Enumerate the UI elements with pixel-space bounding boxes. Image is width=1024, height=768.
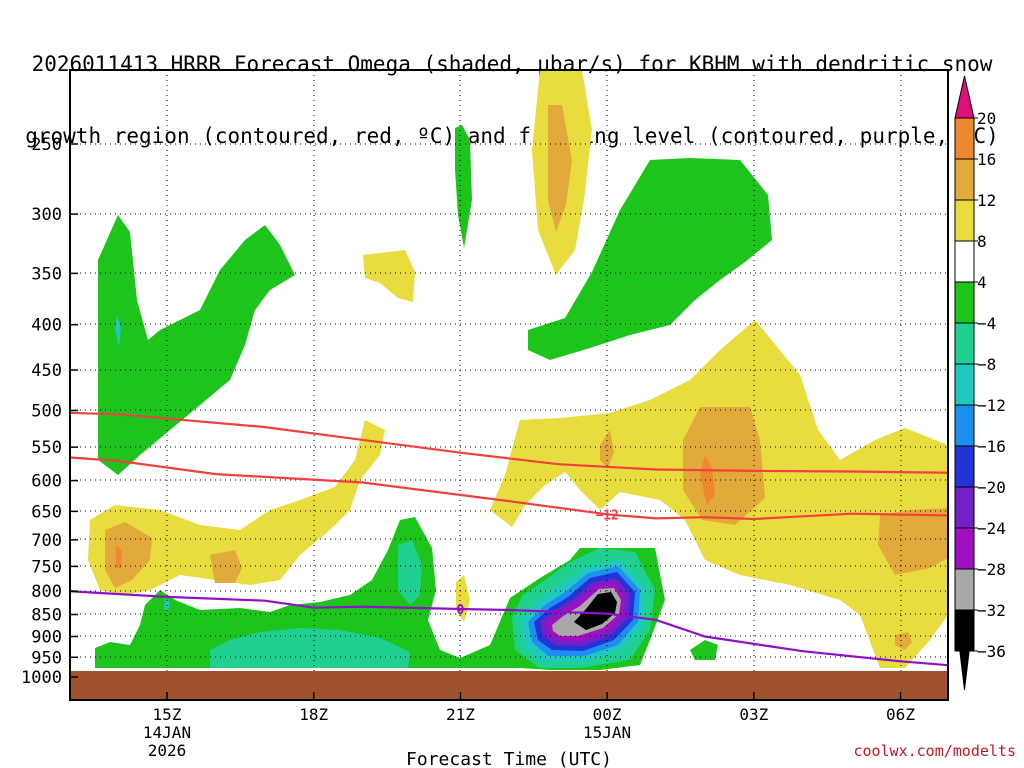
omega-shade-lower-orange-core — [116, 545, 122, 568]
x-tick-label: 00Z — [593, 705, 622, 724]
colorbar-label: 4 — [977, 273, 987, 292]
omega-shade-core-black — [574, 592, 617, 630]
y-axis: 2503003504004505005506006507007508008509… — [21, 135, 78, 688]
x-tick-label: 06Z — [886, 705, 915, 724]
omega-shade-left-green — [98, 215, 295, 475]
x-tick-date: 14JAN — [143, 723, 191, 742]
colorbar-label: −12 — [977, 396, 1006, 415]
contour-label: −12 — [595, 508, 618, 523]
colorbar-label: −32 — [977, 601, 1006, 620]
colorbar-swatch — [954, 445, 975, 488]
colorbar-swatch — [954, 568, 975, 611]
colorbar-top-arrow — [954, 75, 975, 119]
y-tick-label: 700 — [31, 531, 62, 551]
contour-line-0 — [70, 411, 948, 474]
y-tick-label: 900 — [31, 627, 62, 647]
omega-shade-right-orange — [683, 407, 765, 525]
colorbar-swatch — [954, 281, 975, 324]
omega-shade-upper-streak — [455, 125, 472, 248]
colorbar-swatch — [954, 240, 975, 283]
colorbar-label: −28 — [977, 560, 1006, 579]
colorbar-swatch — [954, 527, 975, 570]
y-tick-label: 300 — [31, 205, 62, 225]
y-tick-label: 450 — [31, 361, 62, 381]
colorbar-label: −36 — [977, 642, 1006, 661]
omega-shade-lower-yellow — [88, 420, 385, 595]
colorbar-bottom-arrow — [954, 609, 975, 691]
x-tick-label: 15Z — [153, 705, 182, 724]
omega-shade-upper-orange — [548, 105, 572, 232]
colorbar-swatch — [954, 158, 975, 201]
omega-shade-right-orange-core — [700, 455, 715, 505]
time-gridlines — [166, 70, 902, 700]
colorbar-label: −8 — [977, 355, 996, 374]
x-tick-label: 18Z — [299, 705, 328, 724]
y-tick-label: 250 — [31, 135, 62, 155]
x-tick-label: 03Z — [739, 705, 768, 724]
y-tick-label: 1000 — [21, 668, 62, 688]
omega-shade-far-right-orange — [878, 508, 948, 575]
website-credit: coolwx.com/modelts — [853, 742, 1016, 760]
omega-shade-small-orange-06z — [895, 632, 912, 650]
y-tick-label: 750 — [31, 557, 62, 577]
colorbar-label: −20 — [977, 478, 1006, 497]
colorbar-label: 16 — [977, 150, 996, 169]
y-tick-label: 400 — [31, 316, 62, 336]
colorbar-label: 8 — [977, 232, 987, 251]
y-tick-label: 950 — [31, 648, 62, 668]
colorbar-swatch — [954, 404, 975, 447]
y-tick-label: 550 — [31, 438, 62, 458]
omega-shade-teal-small — [398, 540, 422, 605]
y-tick-label: 800 — [31, 582, 62, 602]
colorbar-label: −16 — [977, 437, 1006, 456]
contour-label: 0 — [456, 603, 464, 618]
contour-line-1 — [70, 456, 948, 521]
contour-line-2 — [70, 590, 948, 667]
omega-shade-small-orange-00z — [600, 430, 614, 468]
colorbar-label: 12 — [977, 191, 996, 210]
omega-shade-left-teal — [115, 315, 121, 347]
y-tick-label: 600 — [31, 472, 62, 492]
omega-shade-right-green — [528, 158, 772, 360]
y-tick-label: 650 — [31, 502, 62, 522]
chart-title: 2026011413 HRRR Forecast Omega (shaded, … — [0, 4, 1024, 172]
omega-shade-teal-mid — [210, 628, 410, 668]
colorbar-swatch — [954, 117, 975, 160]
x-tick-year: 2026 — [148, 741, 187, 760]
colorbar-label: −24 — [977, 519, 1006, 538]
chart-title-line-2: growth region (contoured, red, ºC) and f… — [25, 124, 999, 148]
chart-title-line-1: 2026011413 HRRR Forecast Omega (shaded, … — [31, 52, 993, 76]
omega-shade-green-right-03z — [690, 640, 718, 660]
ground-surface — [70, 671, 948, 700]
x-axis-title: Forecast Time (UTC) — [406, 749, 612, 768]
colorbar-swatch — [954, 363, 975, 406]
omega-shade-small-yellow — [363, 250, 415, 302]
y-tick-label: 500 — [31, 402, 62, 422]
y-tick-label: 850 — [31, 606, 62, 626]
omega-shading — [88, 70, 948, 670]
contour-lines: −12 0 — [70, 411, 948, 667]
colorbar-swatch — [954, 322, 975, 365]
colorbar-label: 20 — [977, 109, 996, 128]
colorbar-label: −4 — [977, 314, 996, 333]
x-tick-date: 15JAN — [583, 723, 631, 742]
colorbar-swatch — [954, 486, 975, 529]
x-tick-label: 21Z — [446, 705, 475, 724]
plot-frame — [69, 69, 949, 701]
omega-colorbar: 20 16 12 8 4 −4 −8 −12 −16 −20 −24 −28 −32 −36 — [954, 75, 1006, 691]
colorbar-swatch — [954, 199, 975, 242]
y-tick-label: 350 — [31, 264, 62, 284]
